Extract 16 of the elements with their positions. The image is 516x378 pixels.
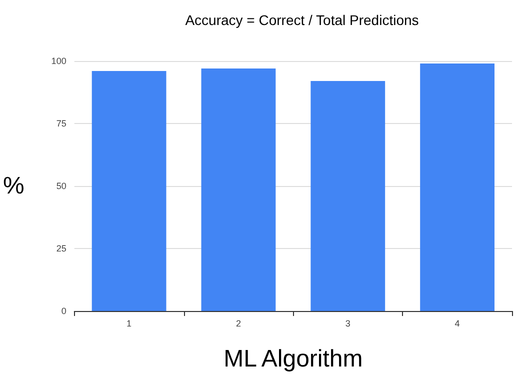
bar — [420, 64, 494, 311]
bar — [310, 81, 386, 311]
y-tick-label: 100 — [51, 56, 66, 66]
x-tick-label: 1 — [126, 318, 132, 328]
y-tick-label: 50 — [56, 181, 66, 191]
bar — [92, 71, 166, 311]
chart-title: Accuracy = Correct / Total Predictions — [185, 12, 419, 28]
x-axis-title: ML Algorithm — [224, 346, 363, 372]
bar — [201, 68, 276, 311]
x-tick-label: 4 — [454, 318, 460, 328]
y-tick-label: 75 — [56, 118, 66, 128]
x-tick-label: 2 — [236, 318, 241, 328]
x-tick-label: 3 — [345, 318, 350, 328]
y-tick-label: 0 — [61, 306, 66, 316]
y-tick-label: 25 — [56, 244, 66, 254]
y-axis-title: % — [2, 172, 24, 200]
